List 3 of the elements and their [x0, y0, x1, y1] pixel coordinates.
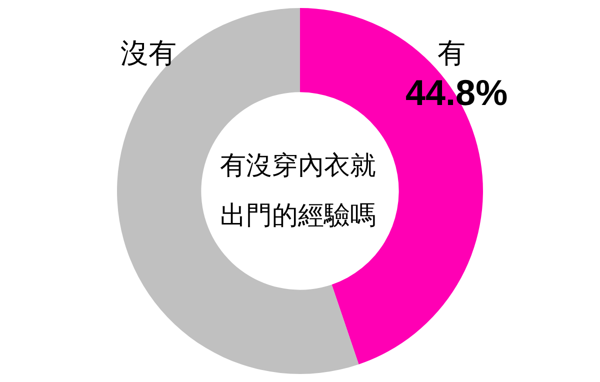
slice-label: 沒有 [120, 38, 176, 69]
slice-label: 有 [438, 38, 466, 69]
text: 有沒穿內衣就出門的經驗嗎 [219, 149, 377, 232]
